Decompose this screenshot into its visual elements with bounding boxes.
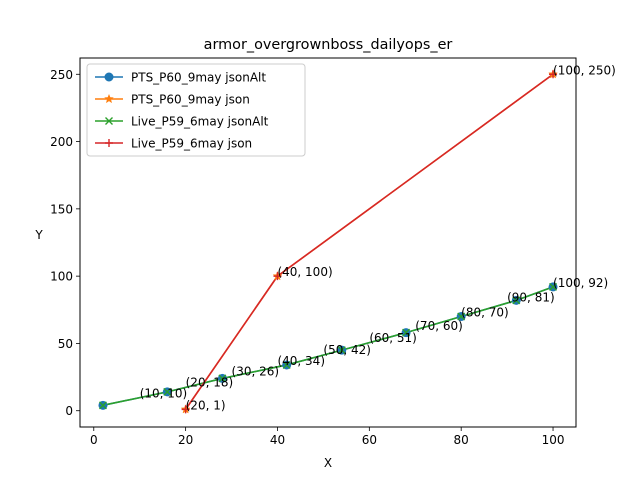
legend: PTS_P60_9may jsonAlt PTS_P60_9may json Liv…: [86, 63, 306, 157]
x-axis-label: X: [324, 456, 332, 470]
x-tick-label: 20: [178, 433, 193, 447]
y-axis-label: Y: [34, 228, 43, 242]
legend-swatch-marker: [105, 117, 113, 125]
data-point: [457, 312, 466, 321]
data-label: (20, 18): [186, 375, 234, 389]
data-point: [549, 70, 558, 79]
data-label: (20, 1): [186, 398, 226, 412]
data-point: [218, 374, 227, 383]
data-label: (100, 250): [553, 63, 616, 77]
data-point: [98, 401, 107, 410]
data-label: (50, 42): [323, 343, 371, 357]
data-point: [282, 360, 291, 369]
y-tick-label: 100: [50, 270, 73, 284]
data-label: (30, 26): [232, 365, 280, 379]
x-tick-label: 0: [90, 433, 98, 447]
legend-swatch-marker: [104, 93, 114, 104]
legend-entry-label: PTS_P60_9may jsonAlt: [131, 71, 266, 85]
axis-ticks: 0 20 40 60 80 100 0 50 100 150 200 250: [50, 68, 564, 447]
series-markers: [98, 69, 558, 414]
data-label: (70, 60): [415, 319, 463, 333]
data-label: (40, 34): [277, 354, 325, 368]
data-point: [181, 405, 190, 414]
legend-entry-label: PTS_P60_9may json: [131, 93, 250, 107]
data-point: [337, 346, 346, 355]
data-label: (100, 92): [553, 276, 608, 290]
x-tick-label: 80: [454, 433, 469, 447]
chart-title: armor_overgrownboss_dailyops_er: [204, 37, 453, 53]
x-tick-label: 60: [362, 433, 377, 447]
data-annotations: (10, 10)(20, 18)(30, 26)(40, 34)(50, 42)…: [140, 63, 616, 412]
data-point: [402, 328, 411, 337]
data-point: [512, 296, 521, 305]
data-label: (90, 81): [507, 291, 555, 305]
data-point: [549, 282, 558, 291]
data-label: (40, 100): [277, 265, 332, 279]
legend-entry-label: Live_P59_6may json: [131, 137, 252, 151]
data-label: (80, 70): [461, 306, 509, 320]
x-tick-label: 100: [542, 433, 565, 447]
legend-entry-label: Live_P59_6may jsonAlt: [131, 115, 269, 129]
legend-swatch-marker: [104, 72, 114, 82]
data-label: (60, 51): [369, 331, 417, 345]
plot-area-frame: [79, 57, 577, 428]
legend-box: [86, 63, 306, 157]
y-tick-label: 50: [58, 337, 73, 351]
data-point: [163, 387, 172, 396]
y-tick-label: 200: [50, 135, 73, 149]
legend-swatch-marker: [105, 139, 113, 147]
y-tick-label: 150: [50, 202, 73, 216]
y-tick-label: 250: [50, 68, 73, 82]
data-label: (10, 10): [140, 386, 188, 400]
y-tick-label: 0: [65, 404, 73, 418]
data-point: [273, 272, 282, 281]
x-tick-label: 40: [270, 433, 285, 447]
